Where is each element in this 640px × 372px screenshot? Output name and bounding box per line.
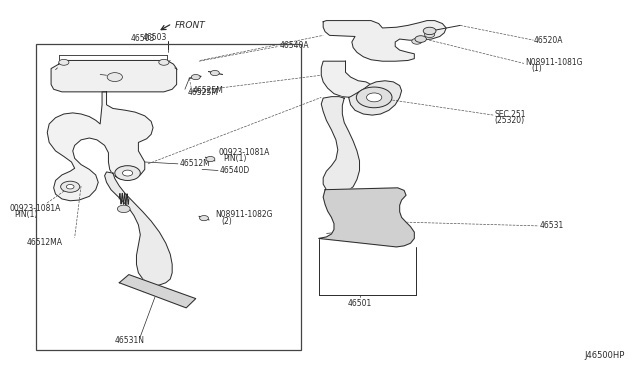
Text: FRONT: FRONT [175, 21, 205, 30]
Circle shape [367, 93, 382, 102]
Polygon shape [321, 61, 372, 97]
Text: (25320): (25320) [495, 116, 525, 125]
Polygon shape [321, 97, 360, 193]
Polygon shape [119, 275, 196, 308]
Polygon shape [47, 92, 153, 201]
Polygon shape [104, 172, 172, 285]
Polygon shape [51, 61, 177, 92]
Text: N08911-1082G: N08911-1082G [215, 210, 273, 219]
Text: J46500HP: J46500HP [584, 350, 625, 360]
Text: 46540A: 46540A [280, 41, 310, 50]
Polygon shape [323, 20, 446, 61]
Text: 46503: 46503 [131, 34, 155, 43]
Text: 00923-1081A: 00923-1081A [218, 148, 269, 157]
Circle shape [107, 73, 122, 81]
Polygon shape [349, 81, 401, 115]
Circle shape [67, 185, 74, 189]
Text: 46525M: 46525M [193, 86, 223, 94]
Circle shape [122, 170, 132, 176]
Circle shape [424, 32, 435, 38]
Text: 00923-1081A: 00923-1081A [9, 203, 60, 213]
Text: SEC.251: SEC.251 [495, 110, 526, 119]
Circle shape [206, 157, 215, 161]
Bar [36, 44, 301, 350]
Text: 46501: 46501 [348, 299, 372, 308]
Text: 46531: 46531 [540, 221, 564, 230]
Text: (1): (1) [532, 64, 542, 73]
Text: 46503: 46503 [143, 33, 167, 42]
Text: 46525M: 46525M [188, 89, 218, 97]
Circle shape [415, 36, 426, 42]
Circle shape [115, 166, 140, 180]
Text: 46531N: 46531N [115, 336, 145, 345]
Circle shape [59, 60, 69, 65]
Circle shape [412, 38, 422, 44]
Text: N08911-1081G: N08911-1081G [525, 58, 582, 67]
Circle shape [61, 181, 80, 192]
Text: 46540D: 46540D [220, 166, 250, 175]
Text: PIN(1): PIN(1) [223, 154, 246, 163]
Circle shape [423, 27, 436, 35]
Text: 46512M: 46512M [179, 159, 210, 169]
Text: 46512MA: 46512MA [27, 238, 63, 247]
Text: (2): (2) [221, 217, 232, 225]
Text: PIN(1): PIN(1) [14, 210, 38, 219]
Circle shape [117, 205, 130, 212]
Polygon shape [319, 188, 414, 247]
Circle shape [191, 74, 200, 80]
Circle shape [356, 87, 392, 108]
Circle shape [159, 60, 169, 65]
Text: 46520A: 46520A [534, 36, 564, 45]
Circle shape [200, 215, 209, 221]
Circle shape [211, 70, 220, 76]
